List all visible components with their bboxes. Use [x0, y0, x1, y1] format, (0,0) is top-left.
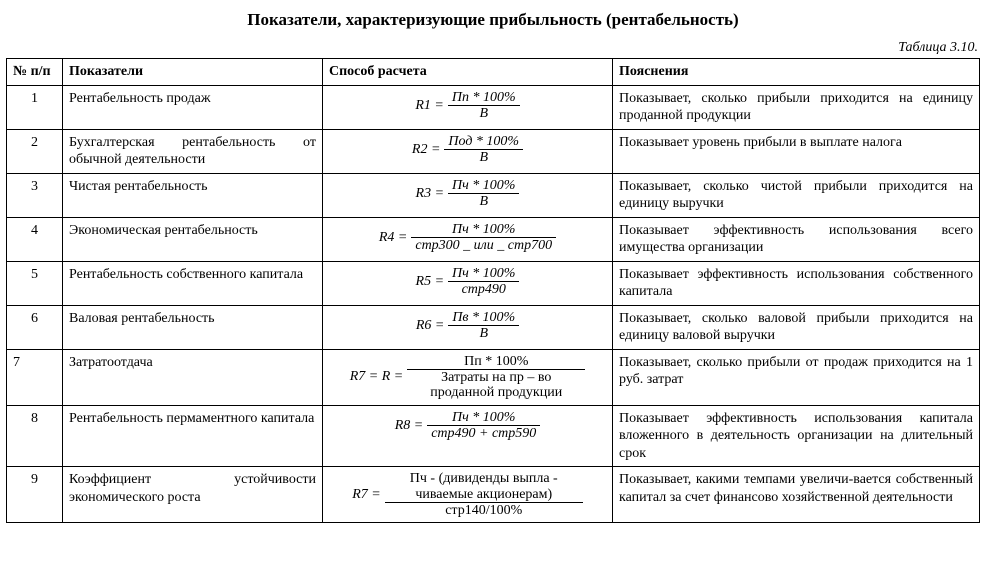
page-title: Показатели, характеризующие прибыльность… — [6, 10, 980, 30]
formula-numerator: Пч * 100% — [427, 410, 540, 425]
col-calculation: Способ расчета — [323, 59, 613, 86]
table-row: 8 Рентабельность пермаментного капитала … — [7, 405, 980, 467]
formula-numerator: Пп * 100% — [448, 90, 520, 105]
formula-denominator: В — [448, 325, 519, 341]
row-number: 2 — [7, 129, 63, 173]
row-explanation: Показывает эффективность использования в… — [613, 217, 980, 261]
fraction-icon: Пч * 100% стр300 _ или _ стр700 — [411, 222, 556, 254]
formula-numerator: Пч * 100% — [411, 222, 556, 237]
row-indicator: Коэффициент устойчивости экономического … — [63, 467, 323, 523]
row-explanation: Показывает, сколько чистой прибыли прихо… — [613, 173, 980, 217]
row-explanation: Показывает уровень прибыли в выплате нал… — [613, 129, 980, 173]
row-formula: R6 = Пв * 100% В — [323, 305, 613, 349]
table-row: 6 Валовая рентабельность R6 = Пв * 100% … — [7, 305, 980, 349]
table-row: 3 Чистая рентабельность R3 = Пч * 100% В… — [7, 173, 980, 217]
formula-denominator: В — [448, 105, 520, 121]
row-number: 8 — [7, 405, 63, 467]
table-header-row: № п/п Показатели Способ расчета Пояснени… — [7, 59, 980, 86]
table-row: 9 Коэффициент устойчивости экономическог… — [7, 467, 980, 523]
formula-denominator: Затраты на пр – во проданной продукции — [407, 369, 585, 401]
row-explanation: Показывает эффективность использования с… — [613, 261, 980, 305]
row-explanation: Показывает эффективность использования к… — [613, 405, 980, 467]
formula-denominator: стр490 + стр590 — [427, 425, 540, 441]
fraction-icon: Пв * 100% В — [448, 310, 519, 342]
table-row: 2 Бухгалтерская рентабельность от обычно… — [7, 129, 980, 173]
fraction-icon: Пч * 100% В — [448, 178, 519, 210]
row-indicator: Затратоотдача — [63, 349, 323, 405]
row-formula: R4 = Пч * 100% стр300 _ или _ стр700 — [323, 217, 613, 261]
formula-numerator: Пч * 100% — [448, 178, 519, 193]
row-number: 9 — [7, 467, 63, 523]
table-row: 4 Экономическая рентабельность R4 = Пч *… — [7, 217, 980, 261]
fraction-icon: Пч * 100% стр490 — [448, 266, 519, 298]
row-number: 6 — [7, 305, 63, 349]
fraction-icon: Пп * 100% В — [448, 90, 520, 122]
row-number: 3 — [7, 173, 63, 217]
col-indicators: Показатели — [63, 59, 323, 86]
formula-numerator: Пп * 100% — [407, 354, 585, 369]
row-explanation: Показывает, сколько прибыли приходится н… — [613, 85, 980, 129]
formula-lhs: R8 = — [395, 417, 424, 435]
formula-numerator: Пч - (дивиденды выпла - чиваемые акционе… — [385, 471, 583, 502]
row-indicator: Рентабельность пермаментного капитала — [63, 405, 323, 467]
fraction-icon: Пч * 100% стр490 + стр590 — [427, 410, 540, 442]
col-explanation: Пояснения — [613, 59, 980, 86]
row-formula: R7 = Пч - (дивиденды выпла - чиваемые ак… — [323, 467, 613, 523]
fraction-icon: Пп * 100% Затраты на пр – во проданной п… — [407, 354, 585, 401]
row-number: 7 — [7, 349, 63, 405]
row-indicator: Бухгалтерская рентабельность от обычной … — [63, 129, 323, 173]
table-caption: Таблица 3.10. — [6, 40, 978, 56]
row-formula: R8 = Пч * 100% стр490 + стр590 — [323, 405, 613, 467]
row-formula: R1 = Пп * 100% В — [323, 85, 613, 129]
fraction-icon: Пч - (дивиденды выпла - чиваемые акционе… — [385, 471, 583, 518]
row-indicator: Рентабельность продаж — [63, 85, 323, 129]
row-formula: R5 = Пч * 100% стр490 — [323, 261, 613, 305]
row-indicator: Экономическая рентабельность — [63, 217, 323, 261]
formula-denominator: стр140/100% — [385, 502, 583, 518]
formula-lhs: R7 = — [352, 486, 381, 504]
row-number: 4 — [7, 217, 63, 261]
formula-lhs: R3 = — [416, 185, 445, 203]
row-number: 5 — [7, 261, 63, 305]
formula-lhs: R5 = — [416, 273, 445, 291]
row-formula: R3 = Пч * 100% В — [323, 173, 613, 217]
row-formula: R7 = R = Пп * 100% Затраты на пр – во пр… — [323, 349, 613, 405]
formula-denominator: В — [444, 149, 523, 165]
row-number: 1 — [7, 85, 63, 129]
table-row: 5 Рентабельность собственного капитала R… — [7, 261, 980, 305]
row-explanation: Показывает, сколько прибыли от продаж пр… — [613, 349, 980, 405]
row-indicator: Валовая рентабельность — [63, 305, 323, 349]
table-row: 7 Затратоотдача R7 = R = Пп * 100% Затра… — [7, 349, 980, 405]
row-formula: R2 = Под * 100% В — [323, 129, 613, 173]
formula-denominator: стр490 — [448, 281, 519, 297]
formula-lhs: R2 = — [412, 141, 441, 159]
row-explanation: Показывает, сколько валовой прибыли прих… — [613, 305, 980, 349]
formula-numerator: Под * 100% — [444, 134, 523, 149]
fraction-icon: Под * 100% В — [444, 134, 523, 166]
row-indicator: Чистая рентабельность — [63, 173, 323, 217]
formula-numerator: Пв * 100% — [448, 310, 519, 325]
row-indicator: Рентабельность собственного капитала — [63, 261, 323, 305]
formula-lhs: R1 = — [415, 97, 444, 115]
formula-numerator: Пч * 100% — [448, 266, 519, 281]
table-row: 1 Рентабельность продаж R1 = Пп * 100% В… — [7, 85, 980, 129]
formula-lhs: R6 = — [416, 317, 445, 335]
formula-denominator: В — [448, 193, 519, 209]
profitability-table: № п/п Показатели Способ расчета Пояснени… — [6, 58, 980, 523]
formula-lhs: R7 = R = — [350, 368, 404, 386]
formula-lhs: R4 = — [379, 229, 408, 247]
col-number: № п/п — [7, 59, 63, 86]
row-explanation: Показывает, какими темпами увеличи-ваетс… — [613, 467, 980, 523]
formula-denominator: стр300 _ или _ стр700 — [411, 237, 556, 253]
